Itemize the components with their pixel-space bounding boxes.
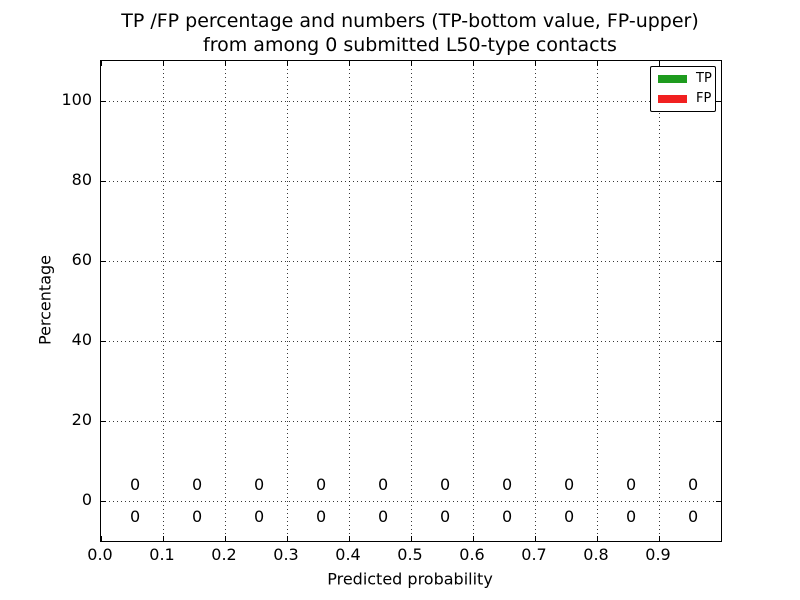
x-tick-label-0.5: 0.5	[397, 545, 423, 564]
tick-bottom-x-0.9	[658, 536, 660, 541]
y-tick-label-100: 100	[61, 90, 92, 109]
x-axis-label: Predicted probability	[327, 569, 493, 589]
gridline-x-0.1	[162, 61, 164, 541]
tp-count-label: 0	[378, 507, 389, 526]
tick-right-y-60	[716, 260, 721, 262]
gridline-x-0.6	[472, 61, 474, 541]
tick-left-y-20	[101, 420, 106, 422]
fp-count-label: 0	[130, 475, 141, 494]
tick-left-y-80	[101, 180, 106, 182]
tick-left-y-60	[101, 260, 106, 262]
x-tick-label-0.4: 0.4	[335, 545, 361, 564]
x-tick-label-0.6: 0.6	[459, 545, 485, 564]
fp-count-label: 0	[316, 475, 327, 494]
tick-top-x-0.1	[162, 61, 164, 66]
fp-count-label: 0	[688, 475, 699, 494]
y-tick-label-40: 40	[71, 330, 92, 349]
fp-count-label: 0	[192, 475, 203, 494]
fp-count-label: 0	[564, 475, 575, 494]
tick-top-x-0.3	[286, 61, 288, 66]
tick-left-y-40	[101, 340, 106, 342]
tick-bottom-x-0.1	[162, 536, 164, 541]
tick-bottom-x-0.0	[100, 536, 102, 541]
tp-count-label: 0	[626, 507, 637, 526]
tp-count-label: 0	[130, 507, 141, 526]
tick-right-y-100	[716, 100, 721, 102]
x-tick-label-0.2: 0.2	[211, 545, 237, 564]
tick-left-y-100	[101, 100, 106, 102]
tp-count-label: 0	[502, 507, 513, 526]
gridline-x-0.7	[534, 61, 536, 541]
gridline-x-0.3	[286, 61, 288, 541]
tick-top-x-0.9	[658, 61, 660, 66]
tick-bottom-x-0.3	[286, 536, 288, 541]
fp-count-label: 0	[440, 475, 451, 494]
y-tick-label-80: 80	[71, 170, 92, 189]
legend-label-tp: TP	[696, 71, 712, 86]
tick-top-x-0.0	[100, 61, 102, 66]
fp-count-label: 0	[378, 475, 389, 494]
x-tick-label-0.1: 0.1	[149, 545, 175, 564]
tp-count-label: 0	[192, 507, 203, 526]
tick-right-y-20	[716, 420, 721, 422]
chart-title: TP /FP percentage and numbers (TP-bottom…	[121, 9, 699, 57]
chart-title-line1: TP /FP percentage and numbers (TP-bottom…	[121, 10, 699, 32]
tick-bottom-x-0.2	[224, 536, 226, 541]
legend-label-fp: FP	[696, 91, 712, 106]
tick-right-y-0	[716, 500, 721, 502]
tick-bottom-x-0.7	[534, 536, 536, 541]
y-tick-label-60: 60	[71, 250, 92, 269]
x-tick-label-0.8: 0.8	[583, 545, 609, 564]
chart-title-line2: from among 0 submitted L50-type contacts	[203, 34, 617, 56]
fp-count-label: 0	[502, 475, 513, 494]
tick-top-x-0.5	[410, 61, 412, 66]
gridline-x-0.2	[224, 61, 226, 541]
y-tick-label-20: 20	[71, 410, 92, 429]
tp-count-label: 0	[440, 507, 451, 526]
gridline-x-0.8	[596, 61, 598, 541]
legend-item-fp: FP	[658, 92, 715, 106]
plot-area: TP FP 0 0 0 0 0 0 0 0 0 0 0 0 0 0 0 0 0 0 0 0	[100, 60, 722, 542]
tick-top-x-0.6	[472, 61, 474, 66]
legend: TP FP	[650, 66, 716, 112]
tick-bottom-x-0.8	[596, 536, 598, 541]
gridline-x-0.5	[410, 61, 412, 541]
tp-color-swatch	[658, 75, 687, 83]
tick-top-x-0.2	[224, 61, 226, 66]
tick-bottom-x-0.4	[348, 536, 350, 541]
tick-bottom-x-0.6	[472, 536, 474, 541]
tp-count-label: 0	[688, 507, 699, 526]
x-tick-label-0.3: 0.3	[273, 545, 299, 564]
tick-right-y-80	[716, 180, 721, 182]
tp-count-label: 0	[564, 507, 575, 526]
tick-right-y-40	[716, 340, 721, 342]
x-tick-label-0.9: 0.9	[645, 545, 671, 564]
fp-count-label: 0	[626, 475, 637, 494]
tick-left-y-0	[101, 500, 106, 502]
tick-top-x-0.7	[534, 61, 536, 66]
tick-bottom-x-0.5	[410, 536, 412, 541]
y-tick-label-0: 0	[81, 490, 92, 509]
tick-top-x-0.8	[596, 61, 598, 66]
x-tick-label-0.7: 0.7	[521, 545, 547, 564]
fp-color-swatch	[658, 95, 687, 103]
tick-top-x-0.4	[348, 61, 350, 66]
x-tick-label-0.0: 0.0	[87, 545, 113, 564]
legend-item-tp: TP	[658, 72, 715, 86]
tp-count-label: 0	[254, 507, 265, 526]
gridline-x-0.9	[658, 61, 660, 541]
gridline-x-0.4	[348, 61, 350, 541]
tp-count-label: 0	[316, 507, 327, 526]
fp-count-label: 0	[254, 475, 265, 494]
